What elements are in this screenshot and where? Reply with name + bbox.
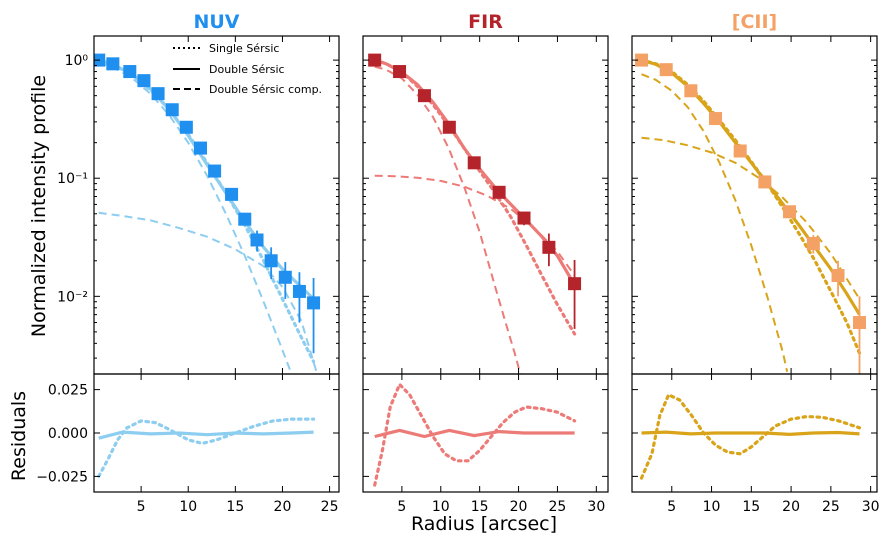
data-point [393,65,407,79]
data-point [733,144,747,158]
data-point [208,164,222,178]
x-tick-label: 15 [226,499,244,515]
data-point [250,233,264,247]
data-point [417,89,431,103]
data-point [806,237,820,251]
x-axis-label: Radius [arcsec] [411,513,557,533]
component-2-curve [374,174,576,277]
data-point [151,87,165,101]
data-point [123,65,137,79]
data-point [278,270,292,284]
panel-cii: [CII] 5 10 15 20 25 30 [631,11,880,515]
x-tick-label: 5 [667,499,676,515]
data-point [831,269,845,283]
y-tick-label: 10⁻¹ [57,171,88,187]
panel-fir: FIR 5 10 15 20 25 30 [362,11,609,515]
data-point [264,254,278,268]
residual-double-sersic [98,430,314,440]
single-sersic-curve [97,58,316,364]
data-point [368,53,382,67]
data-point [137,74,151,88]
data-point [292,284,306,298]
panel-title: [CII] [732,11,777,33]
x-tick-label: 10 [179,499,197,515]
top-axes-frame [362,35,609,375]
data-point [542,240,556,254]
panel-title: FIR [468,11,503,33]
single-sersic-curve [373,58,577,336]
double-sersic-curve [641,58,861,316]
legend-label-comp: Double Sérsic comp. [209,83,322,96]
top-axes-frame [631,35,878,375]
x-tick-label: 5 [137,499,146,515]
x-tick-label: 20 [782,499,800,515]
x-tick-label: 25 [549,499,567,515]
data-point [179,120,193,134]
data-point [783,205,796,219]
data-point [659,63,673,77]
component-1-curve [98,61,293,374]
panel-title: NUV [193,11,239,33]
residual-y-tick-label: −0.025 [36,469,88,485]
data-point [193,141,207,155]
residual-y-tick-label: 0.025 [48,383,88,399]
x-tick-label: 20 [274,499,292,515]
residual-single-sersic [97,417,316,478]
data-point [467,156,481,170]
data-point [442,120,456,134]
x-tick-label: 25 [321,499,339,515]
data-point [165,103,179,117]
legend: Single Sérsic Double Sérsic Double Sérsi… [173,42,322,96]
x-tick-label: 30 [862,499,880,515]
component-1-curve [641,73,789,372]
x-tick-label: 15 [742,499,760,515]
data-point [853,316,866,330]
data-point [568,277,582,291]
component-2-curve [98,211,319,374]
data-point [225,187,239,201]
data-point [709,112,723,126]
legend-label-single: Single Sérsic [209,42,279,55]
x-tick-label: 20 [510,499,528,515]
x-tick-label: 5 [397,499,406,515]
data-point [758,175,772,189]
data-point [635,53,649,67]
y-tick-label: 10⁻² [57,289,88,305]
residual-double-sersic [641,430,860,437]
y-axis-label-residuals: Residuals [8,391,30,481]
residual-single-sersic [373,381,577,487]
x-tick-label: 10 [432,499,450,515]
legend-label-double: Double Sérsic [209,63,285,76]
x-tick-label: 25 [822,499,840,515]
data-point [492,185,506,199]
x-tick-label: 10 [703,499,721,515]
y-tick-label: 10⁰ [65,53,89,69]
data-point [684,84,698,98]
data-point [238,212,252,226]
component-1-curve [374,65,522,374]
data-point [517,211,531,225]
x-tick-label: 30 [587,499,605,515]
data-point [106,57,120,71]
residual-double-sersic [374,428,575,439]
x-tick-label: 15 [471,499,489,515]
residual-single-sersic [639,392,862,480]
panel-nuv: NUV 5 10 15 20 25 10⁰ 10⁻¹ 10⁻² 0.025 0.000 −0.025 [36,11,340,515]
data-point [307,296,321,310]
residual-y-tick-label: 0.000 [48,426,88,442]
y-axis-label-intensity: Normalized intensity profile [28,75,50,337]
single-sersic-curve [639,58,862,355]
